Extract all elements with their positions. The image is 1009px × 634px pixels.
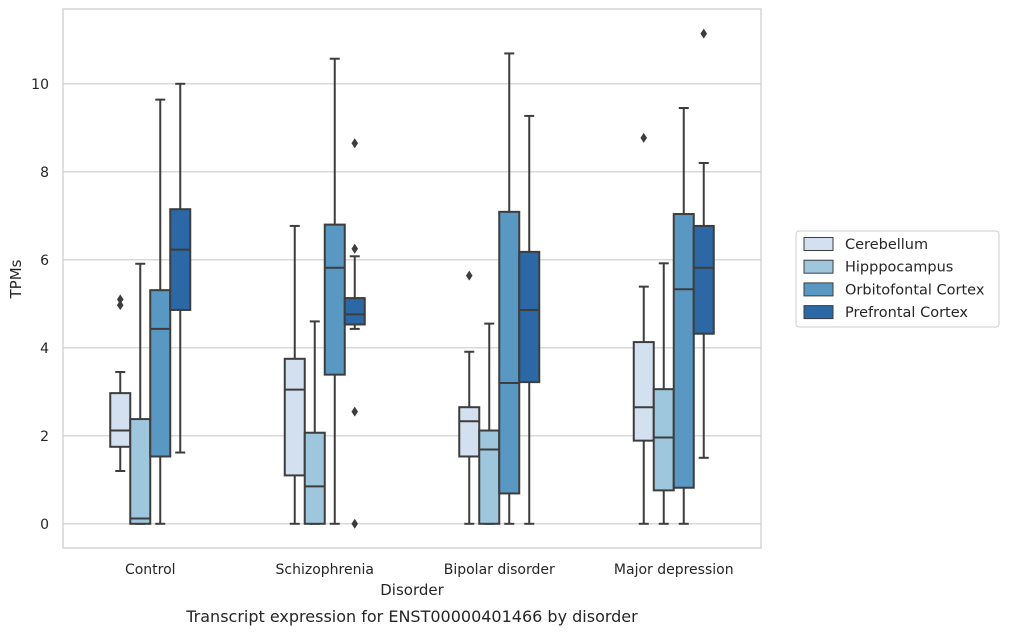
series-hipppocampus [129, 262, 675, 525]
box-iqr [323, 223, 346, 376]
x-tick-label: Schizophrenia [276, 562, 374, 578]
y-tick-label: 10 [31, 77, 49, 93]
box-iqr [169, 208, 192, 311]
box-iqr [109, 392, 132, 448]
plot-frame [62, 8, 762, 549]
box [632, 132, 655, 525]
legend-label: Cerebellum [845, 237, 928, 253]
box [672, 107, 695, 525]
legend-frame [795, 230, 1000, 328]
outlier-point [700, 28, 708, 39]
box-iqr [518, 250, 541, 384]
legend-label: Prefrontal Cortex [845, 305, 968, 321]
box [303, 320, 326, 525]
box-iqr [458, 406, 481, 458]
box-iqr [498, 210, 521, 495]
box [169, 82, 192, 454]
y-axis-ticks: 0 2 4 6 8 10 [31, 77, 49, 533]
box [129, 262, 152, 525]
legend-swatch [803, 259, 834, 274]
box-iqr [303, 431, 326, 525]
legend-swatch [803, 282, 834, 297]
y-tick-label: 2 [40, 429, 49, 445]
outlier-point [351, 406, 359, 417]
x-tick-label: Bipolar disorder [444, 562, 555, 578]
outlier-point [351, 138, 359, 149]
box-iqr [149, 289, 172, 458]
box-iqr [692, 224, 715, 335]
box [458, 270, 481, 525]
y-tick-label: 6 [40, 253, 49, 269]
x-axis-ticks: Control Schizophrenia Bipolar disorder Majo… [125, 562, 734, 578]
box [518, 114, 541, 525]
box [323, 57, 346, 525]
box-iqr [652, 388, 675, 492]
box-iqr [632, 341, 655, 442]
x-tick-label: Control [125, 562, 176, 578]
box [109, 294, 132, 472]
outlier-point [116, 300, 124, 311]
series-orbitofontal-cortex [149, 52, 695, 525]
legend-swatch [803, 237, 834, 251]
box [343, 138, 366, 529]
box [652, 262, 675, 525]
legend: Cerebellum Hipppocampus Orbitofontal Corte… [795, 230, 1000, 328]
outlier-point [640, 132, 648, 143]
series-cerebellum [109, 132, 655, 525]
outlier-point [351, 243, 359, 254]
x-axis-label: Disorder [380, 581, 444, 599]
outlier-point [116, 294, 124, 305]
box [283, 224, 306, 525]
box-iqr [283, 357, 306, 477]
box-iqr [129, 418, 152, 525]
box-iqr [343, 297, 366, 326]
y-tick-label: 8 [40, 165, 49, 181]
y-tick-label: 4 [40, 341, 49, 357]
box-iqr [672, 213, 695, 489]
x-tick-label: Major depression [614, 562, 734, 578]
legend-label: Hipppocampus [845, 260, 953, 276]
box-series [109, 28, 715, 529]
chart-title: Transcript expression for ENST0000040146… [185, 607, 638, 626]
legend-swatch [803, 305, 834, 320]
series-prefrontal-cortex [169, 28, 715, 529]
box [692, 28, 715, 459]
y-tick-label: 0 [40, 517, 49, 533]
outlier-point [465, 270, 473, 281]
y-axis-label: TPMs [7, 259, 25, 299]
outlier-point [351, 518, 359, 529]
legend-label: Orbitofontal Cortex [845, 282, 985, 298]
box-iqr [478, 429, 501, 525]
box [149, 98, 172, 525]
